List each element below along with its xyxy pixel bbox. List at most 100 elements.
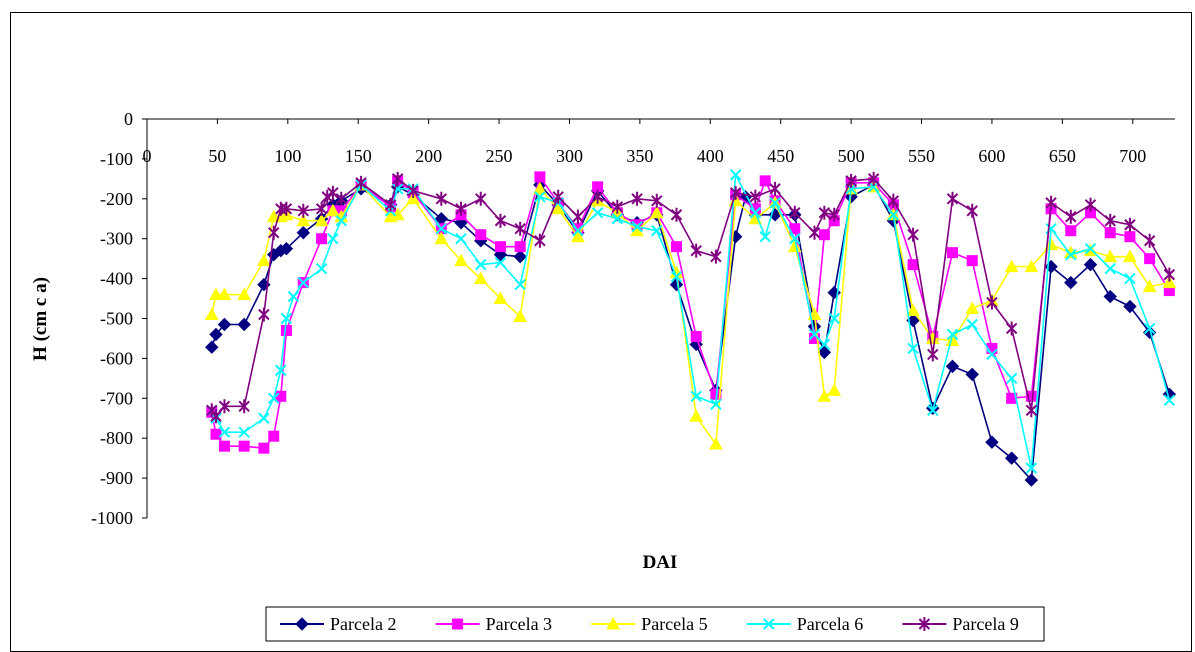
data-point	[907, 227, 919, 242]
data-point	[454, 253, 468, 267]
y-axis-title: H (cm c a)	[30, 277, 51, 361]
data-point	[321, 189, 333, 204]
data-point	[494, 256, 507, 269]
data-point	[945, 359, 960, 374]
data-point	[238, 399, 250, 414]
data-point	[1104, 227, 1116, 239]
data-point	[204, 307, 219, 321]
data-point	[406, 191, 420, 205]
data-point	[651, 225, 663, 237]
data-point	[315, 201, 328, 216]
data-point	[1163, 267, 1176, 282]
data-point	[205, 340, 219, 354]
data-point	[391, 171, 404, 186]
data-point	[818, 205, 831, 220]
data-point	[946, 328, 959, 341]
data-point	[845, 173, 857, 188]
data-point	[534, 233, 546, 248]
data-point	[316, 233, 328, 245]
data-point	[1025, 390, 1037, 402]
data-point	[279, 241, 294, 256]
data-point	[827, 383, 842, 396]
y-tick-label: -400	[100, 269, 133, 289]
data-point	[533, 181, 547, 195]
data-point	[434, 231, 449, 245]
data-point	[335, 191, 348, 206]
series-1	[205, 178, 1177, 487]
data-point	[1025, 462, 1038, 474]
data-point	[1064, 275, 1078, 290]
data-point	[591, 189, 604, 204]
data-point	[1084, 197, 1097, 212]
data-point	[887, 209, 900, 221]
legend-marker	[763, 618, 775, 630]
data-point	[572, 225, 584, 237]
data-point	[818, 338, 831, 351]
data-point	[1044, 237, 1058, 251]
data-point	[631, 191, 643, 206]
data-point	[631, 221, 643, 233]
x-tick-label: 450	[767, 146, 794, 166]
data-point	[966, 318, 978, 331]
legend-label: Parcela 9	[952, 614, 1018, 634]
data-point	[258, 412, 270, 424]
x-tick-label: 200	[415, 146, 442, 166]
data-point	[296, 226, 311, 240]
data-point	[475, 258, 487, 271]
series-5	[206, 171, 1176, 424]
data-point	[218, 399, 231, 414]
data-point	[280, 312, 293, 325]
data-point	[1065, 225, 1077, 237]
data-point	[906, 303, 920, 317]
data-point	[1162, 275, 1177, 289]
data-point	[670, 241, 682, 253]
data-point	[494, 241, 506, 253]
data-point	[275, 364, 287, 377]
x-tick-label: 600	[978, 146, 1005, 166]
data-point	[1163, 394, 1176, 407]
data-point	[611, 199, 624, 214]
y-tick-label: 0	[124, 109, 133, 129]
data-point	[1143, 233, 1156, 248]
data-point	[513, 309, 528, 323]
legend-label: Parcela 2	[330, 614, 396, 634]
data-point	[455, 232, 467, 245]
data-point	[297, 203, 310, 218]
data-point	[789, 232, 801, 245]
data-point	[1142, 279, 1157, 293]
x-tick-label: 100	[274, 146, 301, 166]
data-point	[817, 389, 832, 402]
series-layer	[204, 169, 1177, 487]
data-point	[867, 171, 880, 186]
series-line	[211, 175, 1171, 450]
legend-label: Parcela 5	[641, 614, 707, 634]
data-point	[1123, 249, 1137, 263]
legend-item: Parcela 3	[435, 614, 552, 634]
legend-marker	[606, 616, 621, 630]
data-point	[789, 205, 801, 220]
data-point	[257, 253, 271, 267]
data-point	[209, 327, 223, 342]
data-point	[280, 324, 292, 336]
data-point	[1103, 249, 1118, 263]
data-point	[218, 426, 231, 438]
data-point	[238, 426, 250, 438]
data-point	[808, 328, 821, 341]
data-point	[218, 440, 230, 452]
x-tick-label: 300	[556, 146, 583, 166]
data-point	[729, 169, 742, 181]
data-point	[907, 259, 919, 271]
data-point	[1124, 231, 1136, 243]
data-point	[475, 191, 487, 206]
data-point	[1104, 262, 1116, 275]
data-point	[651, 193, 663, 208]
data-point	[514, 221, 526, 236]
data-point	[749, 207, 762, 219]
legend-item: Parcela 9	[902, 614, 1019, 634]
data-point	[907, 342, 919, 355]
data-point	[690, 390, 702, 403]
data-point	[384, 197, 397, 212]
data-point	[1084, 242, 1097, 255]
data-point	[435, 191, 448, 206]
